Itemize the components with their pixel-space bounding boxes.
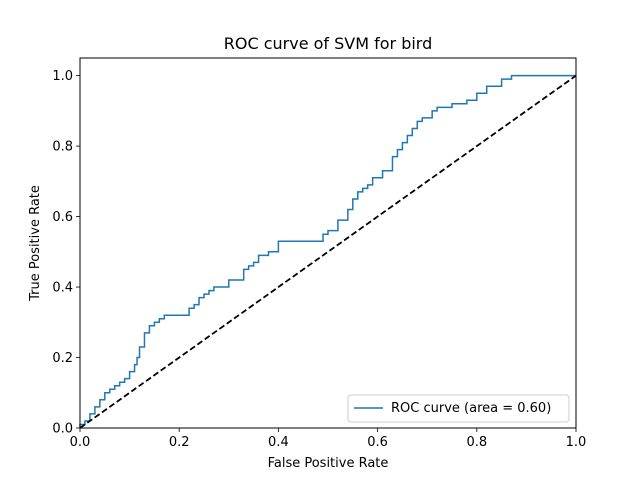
y-axis: 0.0 0.2 0.4 0.6 0.8 1.0 xyxy=(52,69,80,437)
x-tick-label: 0.2 xyxy=(169,435,190,450)
chance-diagonal-line xyxy=(79,74,577,429)
y-tick-label: 0.0 xyxy=(52,422,73,437)
x-tick-label: 0.0 xyxy=(70,435,91,450)
y-axis-label: True Positive Rate xyxy=(28,185,43,302)
y-tick-label: 0.4 xyxy=(52,281,73,296)
chart-title: ROC curve of SVM for bird xyxy=(224,34,433,53)
y-tick-label: 0.2 xyxy=(52,351,73,366)
y-tick-label: 0.6 xyxy=(52,210,73,225)
y-tick-label: 1.0 xyxy=(52,69,73,84)
legend: ROC curve (area = 0.60) xyxy=(347,394,570,423)
x-axis: 0.0 0.2 0.4 0.6 0.8 1.0 xyxy=(70,428,587,450)
x-tick-label: 0.6 xyxy=(367,435,388,450)
legend-box xyxy=(347,394,570,423)
plot-lines xyxy=(79,74,577,429)
plot-frame xyxy=(79,57,577,429)
x-tick-label: 0.4 xyxy=(268,435,289,450)
roc-curve-line xyxy=(79,74,576,428)
x-tick-label: 1.0 xyxy=(566,435,587,450)
legend-entry: ROC curve (area = 0.60) xyxy=(391,401,551,416)
x-axis-label: False Positive Rate xyxy=(268,456,389,471)
x-tick-label: 0.8 xyxy=(466,435,487,450)
y-tick-label: 0.8 xyxy=(52,140,73,155)
